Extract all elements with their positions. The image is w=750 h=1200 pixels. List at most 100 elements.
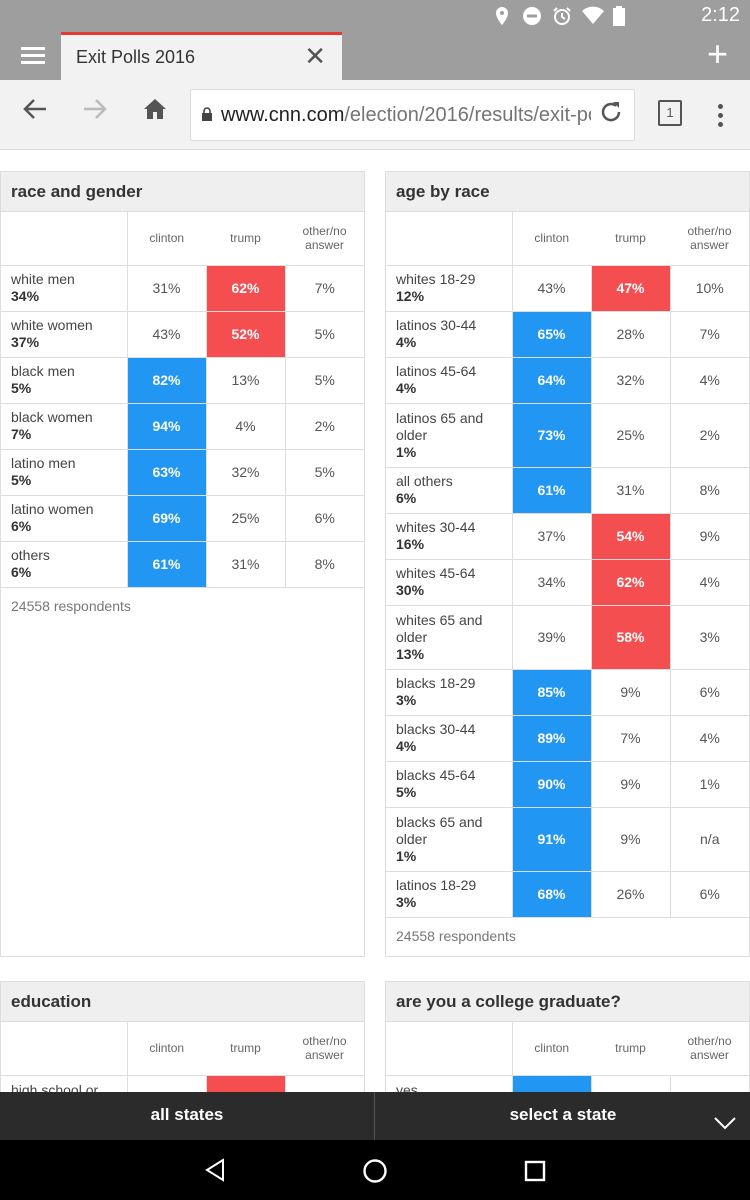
table-row: whites 18-29 12% 43% 47% 10% <box>386 265 749 312</box>
group-share: 4% <box>396 380 417 396</box>
table-row: high school or <box>1 1075 364 1092</box>
table-row: latinos 18-29 3% 68% 26% 6% <box>386 871 749 918</box>
clinton-cell: 82% <box>127 357 207 404</box>
trump-cell: 32% <box>591 357 671 404</box>
row-label: whites 30-44 16% <box>386 513 513 560</box>
group-name: blacks 65 and older <box>396 813 483 847</box>
col-other: other/no answer <box>670 1022 749 1076</box>
trump-cell: 31% <box>591 467 671 514</box>
row-label: blacks 45-64 5% <box>386 761 513 808</box>
table-row: latinos 65 and older 1% 73% 25% 2% <box>386 403 749 468</box>
clinton-cell: 61% <box>512 467 592 514</box>
group-share: 6% <box>396 490 417 506</box>
new-tab-icon[interactable]: + <box>706 33 728 74</box>
clinton-cell <box>512 1075 592 1092</box>
all-states-button[interactable]: all states <box>0 1092 375 1140</box>
table-row: blacks 30-44 4% 89% 7% 4% <box>386 715 749 762</box>
panel-title: race and gender <box>1 172 364 212</box>
education-table: clinton trump other/no answer high schoo… <box>1 1022 364 1092</box>
other-cell: 8% <box>285 541 364 588</box>
alarm-icon <box>552 6 572 26</box>
table-row: white women 37% 43% 52% 5% <box>1 311 364 358</box>
clinton-cell: 43% <box>512 265 592 312</box>
other-cell: 6% <box>670 669 749 716</box>
trump-cell: 62% <box>591 559 671 606</box>
other-cell: 5% <box>285 311 364 358</box>
race-gender-panel: race and gender clinton trump other/no a… <box>0 171 365 957</box>
close-tab-icon[interactable]: ✕ <box>304 41 326 71</box>
hamburger-menu-icon[interactable] <box>21 47 45 65</box>
system-nav-bar <box>0 1140 750 1200</box>
trump-cell: 4% <box>206 403 286 450</box>
col-other: other/no answer <box>670 212 749 266</box>
college-table: clinton trump other/no answer yes <box>386 1022 749 1092</box>
home-icon[interactable] <box>142 96 168 130</box>
clinton-cell: 68% <box>512 871 592 918</box>
table-row: latino women 6% 69% 25% 6% <box>1 495 364 542</box>
trump-cell: 25% <box>591 403 671 468</box>
trump-cell: 9% <box>591 807 671 872</box>
other-cell: 4% <box>670 357 749 404</box>
clinton-cell: 73% <box>512 403 592 468</box>
group-name: whites 30-44 <box>396 519 476 535</box>
group-share: 3% <box>396 692 417 708</box>
respondents-count: 24558 respondents <box>11 597 131 614</box>
group-share: 1% <box>396 847 417 864</box>
recents-nav-icon[interactable] <box>524 1160 546 1187</box>
panel-title: age by race <box>386 172 749 212</box>
forward-icon[interactable] <box>82 96 108 130</box>
col-clinton: clinton <box>512 212 591 266</box>
col-clinton: clinton <box>127 212 206 266</box>
state-selector-bar: all states select a state <box>0 1092 750 1140</box>
other-cell: 10% <box>670 265 749 312</box>
row-label: latinos 30-44 4% <box>386 311 513 358</box>
other-cell: 7% <box>670 311 749 358</box>
other-cell: 2% <box>285 403 364 450</box>
group-name: latinos 65 and older <box>396 409 484 443</box>
trump-cell: 26% <box>591 871 671 918</box>
col-trump: trump <box>206 212 285 266</box>
group-share: 5% <box>11 380 32 396</box>
trump-cell: 9% <box>591 761 671 808</box>
do-not-disturb-icon <box>522 6 542 26</box>
clinton-cell: 34% <box>512 559 592 606</box>
trump-cell: 58% <box>591 605 671 670</box>
home-nav-icon[interactable] <box>362 1158 388 1189</box>
other-cell: 7% <box>285 265 364 312</box>
group-name: latino women <box>11 501 94 517</box>
status-bar: 2:12 <box>0 0 750 32</box>
clinton-cell: 85% <box>512 669 592 716</box>
back-nav-icon[interactable] <box>203 1158 227 1187</box>
clinton-cell: 61% <box>127 541 207 588</box>
table-row: others 6% 61% 31% 8% <box>1 541 364 588</box>
other-cell: 3% <box>670 605 749 670</box>
group-share: 30% <box>396 582 425 598</box>
browser-tab[interactable]: Exit Polls 2016 ✕ <box>61 32 342 80</box>
group-share: 5% <box>396 784 417 800</box>
table-row: latino men 5% 63% 32% 5% <box>1 449 364 496</box>
group-name: blacks 18-29 <box>396 675 476 691</box>
group-name: whites 45-64 <box>396 565 476 581</box>
group-name: latinos 18-29 <box>396 877 477 893</box>
tab-switcher-button[interactable]: 1 <box>658 100 682 126</box>
address-bar[interactable]: www.cnn.com/election/2016/results/exit-p… <box>190 89 635 141</box>
college-panel: are you a college graduate? clinton trum… <box>385 981 750 1092</box>
group-share: 12% <box>396 288 425 304</box>
other-cell: n/a <box>670 807 749 872</box>
trump-cell: 9% <box>591 669 671 716</box>
clinton-cell: 63% <box>127 449 207 496</box>
overflow-menu-icon[interactable] <box>718 104 724 131</box>
group-share: 34% <box>11 288 40 304</box>
group-name: white women <box>11 317 93 333</box>
group-share: 37% <box>11 334 40 350</box>
trump-cell: 13% <box>206 357 286 404</box>
back-icon[interactable] <box>22 96 48 130</box>
reload-icon[interactable] <box>598 99 624 132</box>
group-share: 7% <box>11 426 32 442</box>
row-label: black women 7% <box>1 403 128 450</box>
clinton-cell: 91% <box>512 807 592 872</box>
page-content[interactable]: race and gender clinton trump other/no a… <box>0 150 750 1092</box>
select-state-button[interactable]: select a state <box>376 1092 750 1140</box>
table-row: whites 65 and older 13% 39% 58% 3% <box>386 605 749 670</box>
trump-cell: 52% <box>206 311 286 358</box>
